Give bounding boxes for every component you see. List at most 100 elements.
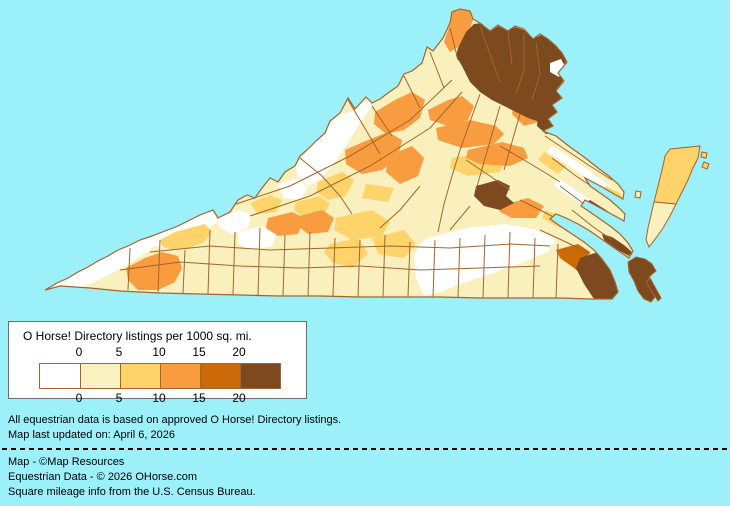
legend-swatch: [40, 364, 80, 388]
legend-ticks-bottom: 0 5 10 15 20: [9, 391, 306, 405]
mainland-group: [45, 9, 633, 299]
county-region-orange-band: [436, 120, 504, 148]
county-region-campbell: [372, 230, 416, 258]
island-chincoteague-1: [700, 151, 708, 159]
county-border-line: [371, 105, 393, 137]
legend-tick-label: 10: [152, 345, 166, 359]
county-border-line: [429, 51, 445, 89]
county-region-dickenson-buchanan: [140, 210, 218, 248]
island-tangier: [634, 190, 642, 199]
county-region-frederick-panhandle: [444, 9, 473, 52]
legend-tick-label: 5: [115, 391, 123, 405]
county-border-line: [347, 99, 381, 155]
county-border-line: [379, 185, 421, 229]
legend-tick-label: 15: [192, 391, 206, 405]
county-border-line: [232, 231, 236, 296]
county-region-northampton: [645, 201, 677, 248]
legend: O Horse! Directory listings per 1000 sq.…: [8, 321, 307, 405]
county-region-rockingham: [374, 92, 425, 134]
county-region-roanoke: [298, 210, 334, 234]
note-last-updated: Map last updated on: April 6, 2026: [8, 429, 175, 441]
legend-title: O Horse! Directory listings per 1000 sq.…: [23, 329, 252, 343]
county-border-line: [403, 75, 421, 109]
county-region-washington-co: [126, 252, 182, 290]
county-border-line: [571, 209, 613, 241]
county-border-line: [357, 239, 361, 298]
county-border-line: [539, 229, 591, 255]
county-region-spotsylvania: [466, 142, 528, 166]
county-region-west-border-band: [45, 236, 160, 290]
legend-tick-label: 5: [115, 345, 123, 359]
legend-swatch: [200, 364, 240, 388]
legend-color-ramp: [39, 363, 281, 389]
county-border-line: [507, 31, 513, 65]
county-region-newport-news-hampton: [602, 234, 632, 256]
legend-tick-label: 0: [75, 345, 83, 359]
county-border-line: [437, 93, 481, 233]
county-border-line: [532, 237, 536, 299]
county-border-line: [479, 25, 501, 83]
county-region-montgomery: [266, 212, 304, 236]
county-border-line: [507, 231, 511, 299]
county-region-culpeper-madison: [428, 96, 474, 126]
county-border-line: [182, 249, 186, 294]
legend-swatch: [120, 364, 160, 388]
county-region-floyd-pulaski: [238, 226, 278, 250]
county-border-line: [299, 157, 353, 215]
county-border-line: [382, 234, 386, 298]
county-border-line: [503, 113, 521, 171]
island-chincoteague-2: [701, 161, 710, 170]
county-region-giles-bland: [218, 210, 252, 234]
county-region-albemarle: [386, 146, 424, 184]
county-border-line: [157, 239, 161, 293]
county-region-bedford: [334, 210, 390, 240]
county-border-line: [432, 239, 436, 298]
county-border-line: [449, 27, 459, 61]
county-border-line: [149, 243, 551, 253]
region-sandbar-tail: [645, 277, 662, 302]
legend-ticks-top: 0 5 10 15 20: [9, 345, 306, 359]
legend-swatch: [80, 364, 120, 388]
legend-swatch: [160, 364, 200, 388]
credit-equestrian-data: Equestrian Data - © 2026 OHorse.com: [8, 471, 198, 483]
county-border-line: [531, 41, 541, 101]
county-border-line: [449, 205, 471, 231]
legend-swatch: [240, 364, 280, 388]
county-border-line: [515, 32, 525, 95]
county-region-wise: [160, 224, 212, 250]
county-border-line: [282, 234, 286, 297]
county-border-line: [307, 231, 311, 297]
county-region-craig: [250, 195, 282, 214]
county-region-highland-bath: [295, 100, 372, 186]
county-region-essex: [538, 152, 566, 174]
county-region-southside-belt: [414, 224, 556, 296]
legend-tick-label: 10: [152, 391, 166, 405]
eastern-shore-group: [645, 145, 701, 248]
county-border-line: [119, 261, 541, 271]
county-border-line: [249, 91, 463, 217]
county-region-nova-brown-mass: [456, 23, 566, 122]
county-border-line: [555, 243, 559, 299]
county-border-line: [475, 105, 501, 191]
county-region-nelson: [362, 184, 394, 202]
county-border-line: [229, 79, 453, 207]
county-region-henrico-richmond: [474, 180, 514, 210]
note-data-source: All equestrian data is based on approved…: [8, 414, 342, 426]
legend-tick-label: 0: [75, 391, 83, 405]
dashed-divider: [2, 448, 728, 450]
legend-tick-label: 20: [232, 391, 246, 405]
credit-map: Map - ©Map Resources: [8, 456, 125, 468]
county-border-line: [465, 159, 511, 191]
county-border-line: [499, 145, 561, 183]
credit-square-mileage: Square mileage info from the U.S. Census…: [8, 486, 256, 498]
mainland-outline: [44, 8, 634, 300]
region-norfolk-virginia-beach: [627, 256, 657, 303]
county-region-accomack: [653, 145, 701, 205]
county-border-line: [207, 229, 211, 295]
county-region-northern-neck-stripe: [548, 146, 620, 198]
legend-tick-label: 20: [232, 345, 246, 359]
county-border-line: [257, 227, 261, 296]
legend-tick-label: 15: [192, 345, 206, 359]
